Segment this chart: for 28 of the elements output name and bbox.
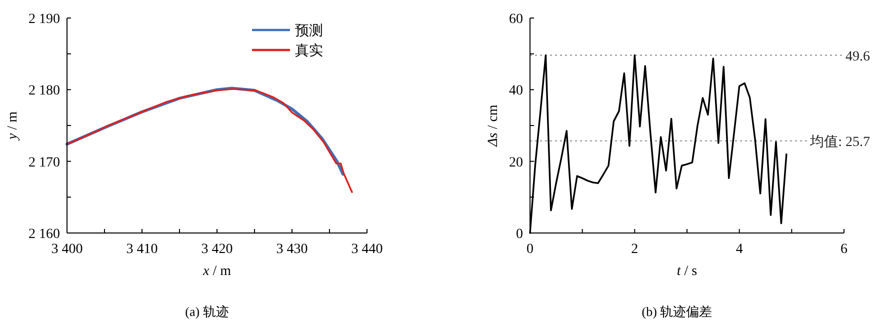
y-tick-label: 60 bbox=[509, 12, 523, 27]
y-tick-label: 2 170 bbox=[28, 155, 60, 170]
x-tick-label: 3 400 bbox=[51, 242, 83, 257]
line-series bbox=[66, 88, 353, 193]
y-tick-label: 0 bbox=[516, 227, 523, 242]
ref-line-label: 均值: 25.7 bbox=[809, 134, 870, 150]
x-tick-label: 3 410 bbox=[126, 242, 158, 257]
x-tick-label: 2 bbox=[631, 242, 638, 257]
x-tick-label: 6 bbox=[840, 242, 848, 257]
y-tick-label: 40 bbox=[509, 84, 523, 99]
x-tick-label: 3 420 bbox=[201, 242, 233, 257]
y-tick-label: 20 bbox=[509, 155, 523, 170]
y-axis-title: y / m bbox=[6, 111, 20, 142]
x-tick-label: 3 440 bbox=[351, 242, 383, 257]
x-tick-label: 4 bbox=[736, 242, 743, 257]
x-axis-title: t / s bbox=[676, 264, 698, 279]
y-axis-title: Δs / cm bbox=[486, 104, 501, 148]
y-tick-label: 2 190 bbox=[28, 12, 60, 27]
y-tick-label: 2 180 bbox=[28, 84, 60, 99]
legend-label: 预测 bbox=[295, 23, 323, 39]
x-tick-label: 0 bbox=[526, 242, 534, 257]
ref-line-label: 49.6 bbox=[846, 49, 870, 64]
x-tick-label: 3 430 bbox=[276, 242, 308, 257]
text: (b) 轨迹偏差 bbox=[642, 304, 712, 319]
y-tick-label: 2 160 bbox=[28, 227, 60, 242]
text: (a) 轨迹 bbox=[185, 304, 229, 319]
legend-label: 真实 bbox=[295, 43, 323, 59]
x-axis-title: x / m bbox=[202, 264, 232, 279]
